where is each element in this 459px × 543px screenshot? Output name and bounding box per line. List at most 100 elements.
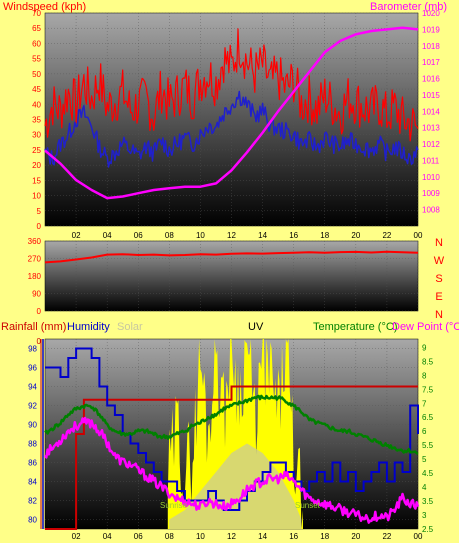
windspeed-tick-label: 70 <box>32 9 41 18</box>
compass-label: N <box>435 309 443 321</box>
barometer-tick-label: 1014 <box>422 107 440 116</box>
wind-direction-tick-label: 0 <box>37 307 42 316</box>
humidity-tick-label: 90 <box>28 421 37 430</box>
rainfall-tick-label: 0 <box>37 337 42 346</box>
top-x-tick-label: 16 <box>289 231 298 240</box>
temperature-tick-label: 8.5 <box>422 357 434 366</box>
temperature-label: Temperature (°C) <box>313 321 397 333</box>
humidity-tick-label: 94 <box>28 383 37 392</box>
bottom-x-tick-label: 08 <box>165 532 174 541</box>
humidity-tick-label: 88 <box>28 440 37 449</box>
wind-direction-tick-label: 90 <box>32 290 41 299</box>
temperature-tick-label: 8 <box>422 371 427 380</box>
barometer-tick-label: 1020 <box>422 9 440 18</box>
humidity-tick-label: 86 <box>28 459 37 468</box>
barometer-tick-label: 1015 <box>422 91 440 100</box>
top-x-tick-label: 00 <box>414 231 423 240</box>
humidity-tick-label: 98 <box>28 345 37 354</box>
windspeed-tick-label: 45 <box>32 85 41 94</box>
humidity-tick-label: 80 <box>28 516 37 525</box>
barometer-tick-label: 1017 <box>422 58 440 67</box>
temperature-tick-label: 4.5 <box>422 469 434 478</box>
dewpoint-series-line <box>43 416 420 524</box>
windspeed-tick-label: 55 <box>32 55 41 64</box>
barometer-tick-label: 1013 <box>422 124 440 133</box>
windspeed-tick-label: 35 <box>32 116 41 125</box>
bottom-x-tick-label: 16 <box>289 532 298 541</box>
sunset-annotation: Sunset <box>295 501 321 510</box>
barometer-tick-label: 1011 <box>422 156 440 165</box>
wind-direction-tick-label: 360 <box>28 237 42 246</box>
windspeed-tick-label: 20 <box>32 161 41 170</box>
chart-marks <box>43 26 420 530</box>
temperature-tick-label: 7 <box>422 399 427 408</box>
windspeed-tick-label: 40 <box>32 100 41 109</box>
barometer-series-line <box>44 26 419 200</box>
barometer-tick-label: 1008 <box>422 206 440 215</box>
solar-label: Solar <box>117 321 143 333</box>
windspeed-tick-label: 0 <box>37 222 42 231</box>
bottom-x-tick-label: 14 <box>258 532 267 541</box>
wind-direction-series-line <box>44 250 419 264</box>
windspeed-tick-label: 30 <box>32 131 41 140</box>
wind-direction-tick-label: 270 <box>28 255 42 264</box>
barometer-tick-label: 1010 <box>422 173 440 182</box>
top-x-tick-label: 10 <box>196 231 205 240</box>
windspeed-tick-label: 50 <box>32 70 41 79</box>
top-x-tick-label: 20 <box>351 231 360 240</box>
bottom-x-tick-label: 10 <box>196 532 205 541</box>
windspeed-tick-label: 25 <box>32 146 41 155</box>
barometer-tick-label: 1016 <box>422 75 440 84</box>
wind-direction-tick-label: 180 <box>28 272 42 281</box>
average-wind-series-line <box>44 90 419 168</box>
barometer-tick-label: 1012 <box>422 140 440 149</box>
temperature-tick-label: 5 <box>422 455 427 464</box>
temperature-tick-label: 9 <box>422 343 427 352</box>
uv-label: UV <box>248 321 264 333</box>
bottom-x-tick-label: 04 <box>103 532 112 541</box>
humidity-tick-label: 84 <box>28 478 37 487</box>
bottom-x-tick-label: 06 <box>134 532 143 541</box>
sunrise-annotation: Sunrise <box>160 501 188 510</box>
temperature-tick-label: 3.5 <box>422 497 434 506</box>
windspeed-tick-label: 65 <box>32 24 41 33</box>
top-x-tick-label: 18 <box>320 231 329 240</box>
windspeed-tick-label: 5 <box>37 207 42 216</box>
humidity-tick-label: 92 <box>28 402 37 411</box>
bottom-x-tick-label: 20 <box>351 532 360 541</box>
temperature-tick-label: 3 <box>422 511 427 520</box>
windspeed-tick-label: 10 <box>32 192 41 201</box>
bottom-x-tick-label: 12 <box>227 532 236 541</box>
barometer-label: Barometer (mb) <box>370 1 447 13</box>
bottom-x-tick-label: 22 <box>382 532 391 541</box>
compass-label: E <box>435 291 442 303</box>
top-x-tick-label: 08 <box>165 231 174 240</box>
humidity-tick-label: 96 <box>28 364 37 373</box>
top-x-tick-label: 14 <box>258 231 267 240</box>
top-x-tick-label: 12 <box>227 231 236 240</box>
humidity-label: Humidity <box>67 321 110 333</box>
bottom-x-tick-label: 18 <box>320 532 329 541</box>
windspeed-tick-label: 60 <box>32 39 41 48</box>
top-x-tick-label: 06 <box>134 231 143 240</box>
temperature-tick-label: 6.5 <box>422 413 434 422</box>
bottom-x-tick-label: 00 <box>414 532 423 541</box>
uv-area <box>169 443 302 529</box>
rainfall-label: Rainfall (mm) <box>1 321 66 333</box>
temperature-tick-label: 7.5 <box>422 385 434 394</box>
temperature-tick-label: 4 <box>422 483 427 492</box>
compass-label: S <box>435 273 442 285</box>
compass-label: W <box>434 255 445 267</box>
temperature-tick-label: 6 <box>422 427 427 436</box>
windspeed-series-line <box>44 28 419 142</box>
humidity-tick-label: 82 <box>28 497 37 506</box>
compass-label: N <box>435 237 443 249</box>
bottom-x-tick-label: 02 <box>72 532 81 541</box>
top-x-tick-label: 02 <box>72 231 81 240</box>
rainfall-series-line <box>45 385 418 530</box>
top-x-tick-label: 22 <box>382 231 391 240</box>
barometer-tick-label: 1018 <box>422 42 440 51</box>
dewpoint-label: Dew Point (°C) <box>392 321 459 333</box>
